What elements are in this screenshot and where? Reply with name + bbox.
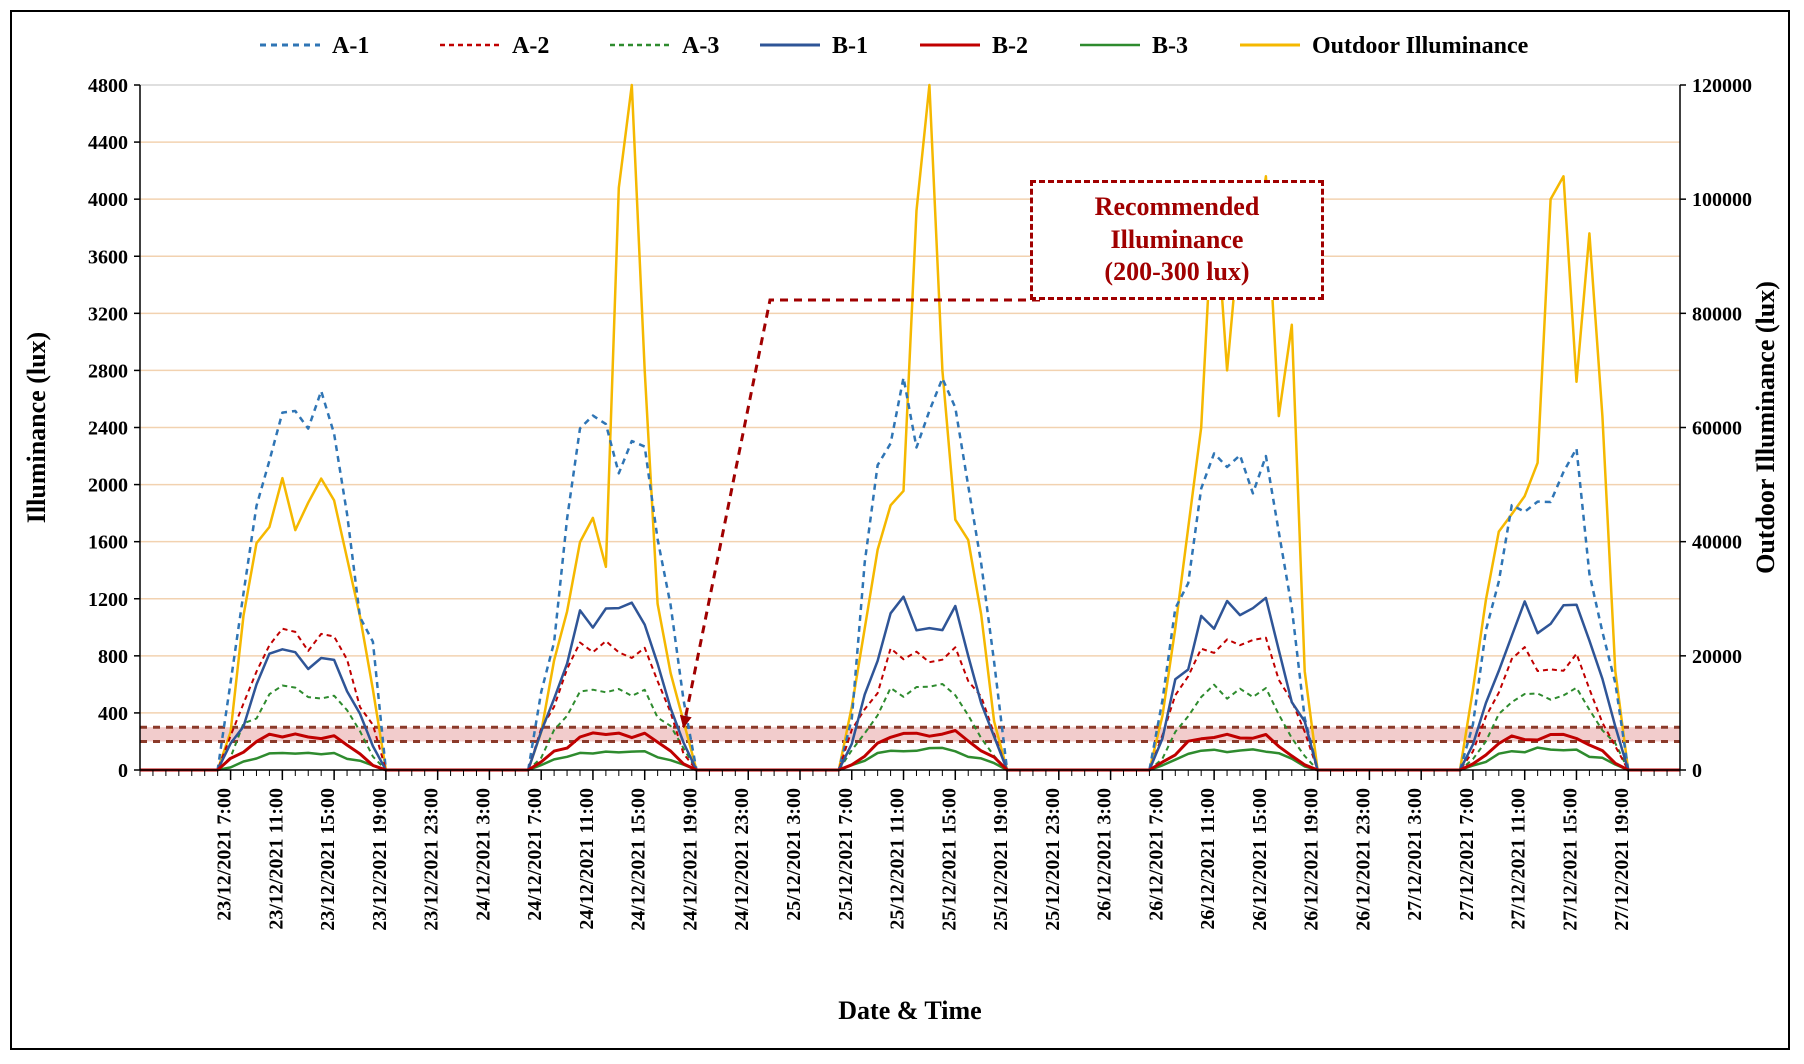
svg-text:25/12/2021 23:00: 25/12/2021 23:00 xyxy=(1042,788,1064,931)
callout-line-1: Recommended xyxy=(1095,192,1260,221)
svg-text:60000: 60000 xyxy=(1692,418,1742,440)
x-axis-title: Date & Time xyxy=(838,996,981,1025)
svg-text:400: 400 xyxy=(98,703,128,725)
svg-text:3200: 3200 xyxy=(88,303,128,325)
svg-text:24/12/2021 23:00: 24/12/2021 23:00 xyxy=(731,788,753,931)
svg-text:23/12/2021 11:00: 23/12/2021 11:00 xyxy=(265,788,287,930)
svg-text:25/12/2021 19:00: 25/12/2021 19:00 xyxy=(990,788,1012,931)
svg-text:1600: 1600 xyxy=(88,532,128,554)
svg-text:2000: 2000 xyxy=(88,475,128,497)
legend-item-a-1: A-1 xyxy=(332,33,369,59)
svg-text:26/12/2021 15:00: 26/12/2021 15:00 xyxy=(1249,788,1271,931)
svg-text:25/12/2021 3:00: 25/12/2021 3:00 xyxy=(783,788,805,921)
svg-text:20000: 20000 xyxy=(1692,646,1742,668)
svg-text:25/12/2021 7:00: 25/12/2021 7:00 xyxy=(835,788,857,921)
legend-item-b-3: B-3 xyxy=(1152,33,1188,59)
callout-line-2: Illuminance xyxy=(1111,225,1244,254)
svg-text:4400: 4400 xyxy=(88,132,128,154)
legend-item-a-2: A-2 xyxy=(512,33,549,59)
svg-text:26/12/2021 23:00: 26/12/2021 23:00 xyxy=(1352,788,1374,931)
svg-text:26/12/2021 3:00: 26/12/2021 3:00 xyxy=(1094,788,1116,921)
svg-text:27/12/2021 19:00: 27/12/2021 19:00 xyxy=(1611,788,1633,931)
legend-item-b-1: B-1 xyxy=(832,33,868,59)
svg-text:25/12/2021 11:00: 25/12/2021 11:00 xyxy=(887,788,909,930)
svg-text:25/12/2021 15:00: 25/12/2021 15:00 xyxy=(938,788,960,931)
recommended-illuminance-callout: Recommended Illuminance (200-300 lux) xyxy=(1030,180,1324,300)
svg-text:4000: 4000 xyxy=(88,189,128,211)
svg-text:1200: 1200 xyxy=(88,589,128,611)
svg-text:3600: 3600 xyxy=(88,246,128,268)
svg-text:24/12/2021 3:00: 24/12/2021 3:00 xyxy=(472,788,494,921)
svg-text:40000: 40000 xyxy=(1692,532,1742,554)
svg-text:24/12/2021 19:00: 24/12/2021 19:00 xyxy=(679,788,701,931)
svg-text:26/12/2021 11:00: 26/12/2021 11:00 xyxy=(1197,788,1219,930)
legend-item-a-3: A-3 xyxy=(682,33,719,59)
illuminance-chart: 0 400 800 1200 1600 2000 2400 2800 3200 3600 4000 4… xyxy=(0,0,1804,1064)
svg-text:23/12/2021 23:00: 23/12/2021 23:00 xyxy=(421,788,443,931)
svg-text:0: 0 xyxy=(118,760,128,782)
svg-text:2800: 2800 xyxy=(88,360,128,382)
svg-text:2400: 2400 xyxy=(88,418,128,440)
svg-text:23/12/2021 15:00: 23/12/2021 15:00 xyxy=(317,788,339,931)
legend-item-outdoor-illuminance: Outdoor Illuminance xyxy=(1312,33,1529,59)
callout-line-3: (200-300 lux) xyxy=(1104,257,1249,286)
svg-text:24/12/2021 11:00: 24/12/2021 11:00 xyxy=(576,788,598,930)
svg-text:800: 800 xyxy=(98,646,128,668)
svg-text:23/12/2021 7:00: 23/12/2021 7:00 xyxy=(214,788,236,921)
svg-text:26/12/2021 7:00: 26/12/2021 7:00 xyxy=(1145,788,1167,921)
svg-text:80000: 80000 xyxy=(1692,303,1742,325)
svg-text:26/12/2021 19:00: 26/12/2021 19:00 xyxy=(1301,788,1323,931)
svg-text:0: 0 xyxy=(1692,760,1702,782)
svg-text:27/12/2021 7:00: 27/12/2021 7:00 xyxy=(1456,788,1478,921)
svg-text:100000: 100000 xyxy=(1692,189,1752,211)
svg-text:24/12/2021 7:00: 24/12/2021 7:00 xyxy=(524,788,546,921)
svg-text:24/12/2021 15:00: 24/12/2021 15:00 xyxy=(628,788,650,931)
y-axis-left-title: Illuminance (lux) xyxy=(22,332,51,523)
svg-text:27/12/2021 15:00: 27/12/2021 15:00 xyxy=(1559,788,1581,931)
y-axis-right-title: Outdoor Illuminance (lux) xyxy=(1751,281,1780,574)
svg-text:4800: 4800 xyxy=(88,75,128,97)
svg-text:120000: 120000 xyxy=(1692,75,1752,97)
legend-item-b-2: B-2 xyxy=(992,33,1028,59)
svg-text:27/12/2021 11:00: 27/12/2021 11:00 xyxy=(1508,788,1530,930)
svg-text:27/12/2021 3:00: 27/12/2021 3:00 xyxy=(1404,788,1426,921)
svg-text:23/12/2021 19:00: 23/12/2021 19:00 xyxy=(369,788,391,931)
